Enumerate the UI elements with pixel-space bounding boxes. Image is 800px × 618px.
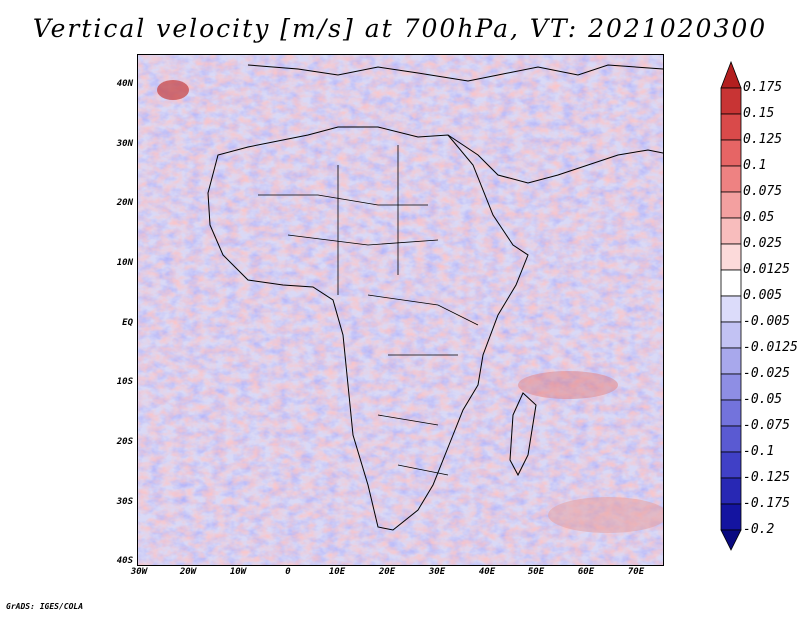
field-ascent-texture xyxy=(138,55,663,565)
lon-label: 20W xyxy=(179,567,197,577)
colorbar-segment xyxy=(720,321,742,349)
lon-label: 20E xyxy=(378,567,396,577)
lat-label: 40N xyxy=(116,79,133,89)
colorbar-label: -0.075 xyxy=(743,418,790,433)
colorbar-label: -0.0125 xyxy=(743,340,798,355)
colorbar-label: 0.175 xyxy=(743,80,783,95)
colorbar-label: -0.1 xyxy=(743,444,775,459)
colorbar-segment xyxy=(720,139,742,167)
colorbar-label: -0.2 xyxy=(743,522,775,537)
colorbar-label: -0.05 xyxy=(743,392,783,407)
lon-label: 0 xyxy=(285,567,291,577)
colorbar-label: 0.0125 xyxy=(743,262,790,277)
colorbar-segment xyxy=(720,529,742,551)
lat-label: 20S xyxy=(116,437,133,447)
colorbar-segment xyxy=(720,347,742,375)
colorbar-segment xyxy=(720,451,742,479)
colorbar-segment xyxy=(720,191,742,219)
colorbar-segment xyxy=(720,425,742,453)
lon-label: 10W xyxy=(229,567,247,577)
chart-title: Vertical velocity [m/s] at 700hPa, VT: 2… xyxy=(32,14,768,43)
ascent-patch xyxy=(157,80,189,100)
lon-label: 30E xyxy=(428,567,446,577)
arabia-coastline xyxy=(447,134,663,184)
colorbar-label: -0.005 xyxy=(743,314,790,329)
lat-label: 30N xyxy=(116,139,133,149)
colorbar-label: -0.175 xyxy=(743,496,790,511)
map-frame xyxy=(137,54,664,566)
colorbar-label: 0.075 xyxy=(743,184,783,199)
credit-text: GrADS: IGES/COLA xyxy=(6,602,84,611)
colorbar-segment xyxy=(720,477,742,505)
mediterranean-coastline xyxy=(247,64,663,82)
vertical-velocity-field xyxy=(138,55,663,565)
ascent-band xyxy=(548,497,663,533)
colorbar-segment xyxy=(720,373,742,401)
country-borders xyxy=(258,145,479,476)
colorbar-segment xyxy=(720,503,742,531)
colorbar-label: -0.125 xyxy=(743,470,790,485)
lat-label: 40S xyxy=(116,556,133,566)
lon-label: 70E xyxy=(627,567,645,577)
colorbar-segment xyxy=(720,113,742,141)
lat-label: 10N xyxy=(116,258,133,268)
lon-label: 50E xyxy=(527,567,545,577)
colorbar-segment xyxy=(720,60,742,89)
colorbar xyxy=(720,60,742,551)
colorbar-segment xyxy=(720,243,742,271)
lon-label: 40E xyxy=(478,567,496,577)
colorbar-segment xyxy=(720,269,742,297)
colorbar-segment xyxy=(720,399,742,427)
madagascar-coastline xyxy=(509,392,537,477)
lon-label: 30W xyxy=(130,567,148,577)
colorbar-label: 0.15 xyxy=(743,106,775,121)
lat-label: EQ xyxy=(122,318,133,328)
colorbar-label: 0.005 xyxy=(743,288,783,303)
africa-coastline xyxy=(207,126,529,531)
colorbar-label: 0.05 xyxy=(743,210,775,225)
colorbar-segment xyxy=(720,217,742,245)
ascent-band xyxy=(518,371,618,399)
lat-label: 10S xyxy=(116,377,133,387)
colorbar-label: -0.025 xyxy=(743,366,790,381)
lat-label: 20N xyxy=(116,198,133,208)
lon-label: 10E xyxy=(328,567,346,577)
colorbar-label: 0.1 xyxy=(743,158,767,173)
colorbar-label: 0.125 xyxy=(743,132,783,147)
colorbar-segment xyxy=(720,295,742,323)
colorbar-segment xyxy=(720,165,742,193)
colorbar-segment xyxy=(720,87,742,115)
colorbar-label: 0.025 xyxy=(743,236,783,251)
lat-label: 30S xyxy=(116,497,133,507)
lon-label: 60E xyxy=(577,567,595,577)
